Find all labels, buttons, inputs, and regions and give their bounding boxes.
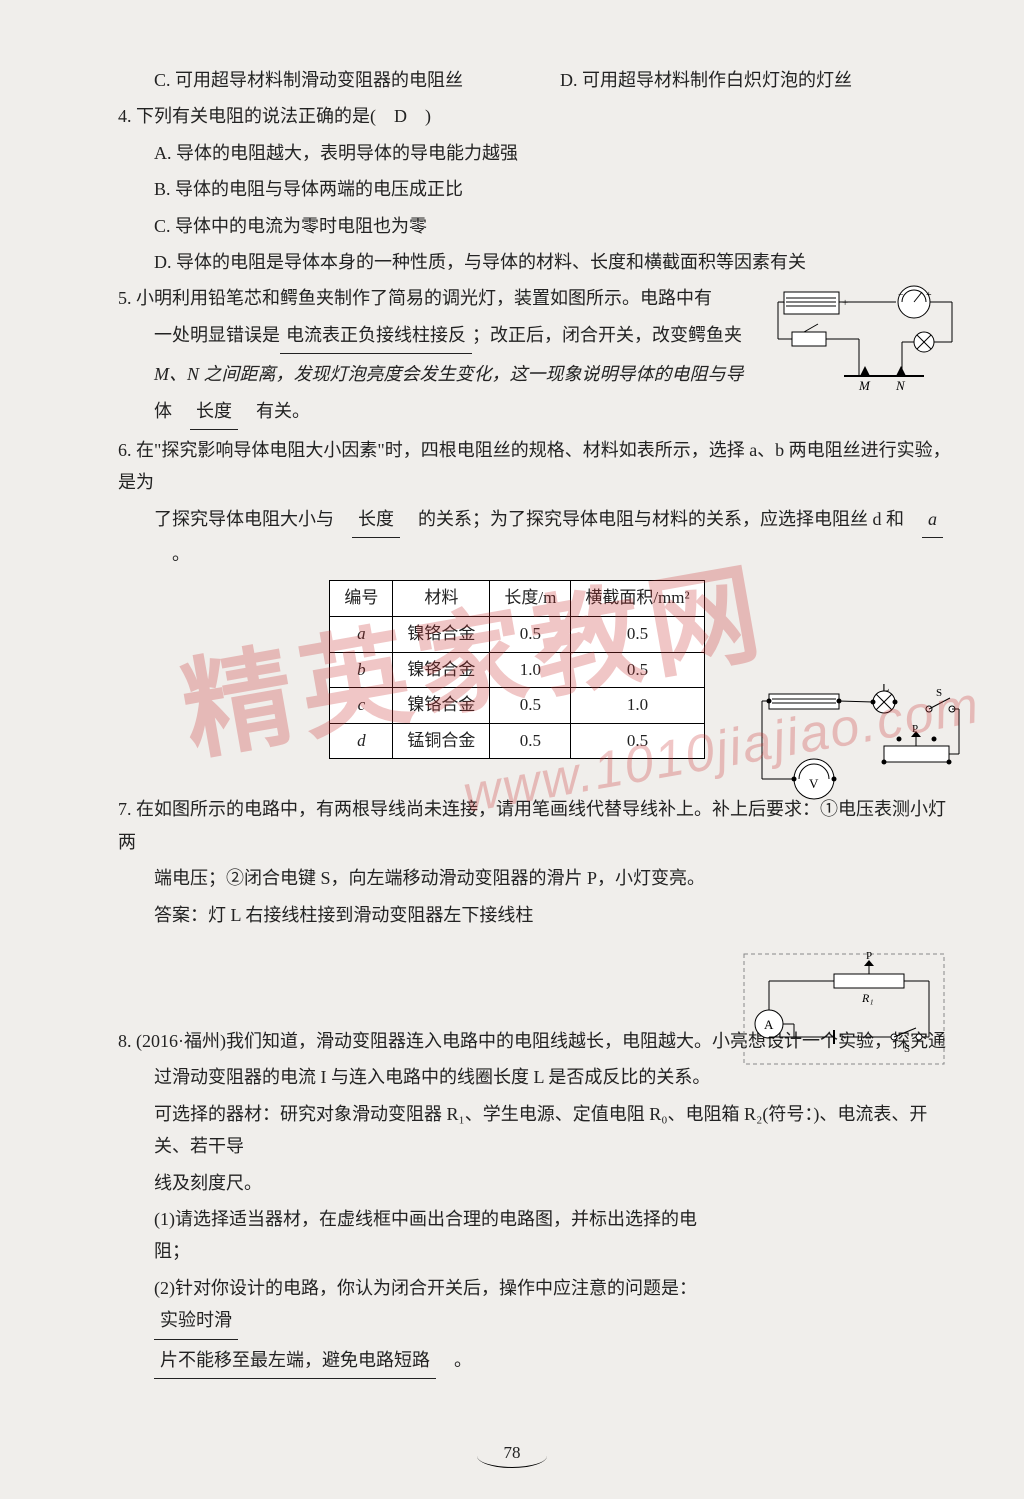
q6-l2c: 。 <box>154 544 190 564</box>
q5-blank2: 长度 <box>190 395 238 430</box>
q8-fig-R1: R₁ <box>861 991 874 1005</box>
q3-optC-text: C. 可用超导材料制滑动变阻器的电阻丝 <box>154 70 463 90</box>
th-3: 横截面积/mm² <box>571 581 704 617</box>
td: 1.0 <box>490 652 571 688</box>
q5-circuit-figure: − + − + M N <box>774 284 964 394</box>
th-2: 长度/m <box>490 581 571 617</box>
q5-l3-text: M、N 之间距离，发现灯泡亮度会发生变化，这一现象说明导体的电阻与导 <box>154 364 744 384</box>
table-row: d锰铜合金0.50.5 <box>330 723 704 759</box>
td: 锰铜合金 <box>393 723 490 759</box>
q8-s2c: 。 <box>436 1350 472 1370</box>
q7-ans: 答案：灯 L 右接线柱接到滑动变阻器左下接线柱 <box>80 899 954 931</box>
q5-fig-N: N <box>895 378 906 393</box>
td: 1.0 <box>571 688 704 724</box>
td: a <box>330 617 393 653</box>
q7-circuit-svg: L S P V <box>754 684 964 834</box>
q8-circuit-figure: P R₁ A S <box>734 944 954 1074</box>
th-1: 材料 <box>393 581 490 617</box>
q7-ans-label: 答案： <box>154 905 208 925</box>
svg-text:−: − <box>779 297 785 309</box>
table-row: b镍铬合金1.00.5 <box>330 652 704 688</box>
td: 0.5 <box>571 723 704 759</box>
td: 0.5 <box>571 617 704 653</box>
q6-l1: 6. 在"探究影响导体电阻大小因素"时，四根电阻丝的规格、材料如表所示，选择 a… <box>80 434 954 499</box>
q6-table: 编号 材料 长度/m 横截面积/mm² a镍铬合金0.50.5 b镍铬合金1.0… <box>329 580 704 759</box>
q6-blank1: 长度 <box>352 503 400 538</box>
q4-optA: A. 导体的电阻越大，表明导体的导电能力越强 <box>80 137 954 169</box>
td: d <box>330 723 393 759</box>
q4-optB: B. 导体的电阻与导体两端的电压成正比 <box>80 173 954 205</box>
q8-circuit-svg: P R₁ A S <box>734 944 954 1074</box>
q5-l4: 体 长度 有关。 <box>80 395 954 430</box>
svg-text:+: + <box>842 297 848 309</box>
q5-l4b: 有关。 <box>238 401 310 421</box>
q8-s1: (1)请选择适当器材，在虚线框中画出合理的电路图，并标出选择的电阻； <box>80 1203 954 1268</box>
q4-answer: D <box>394 106 407 126</box>
q4-stem-b: ) <box>407 106 431 126</box>
td: 镍铬合金 <box>393 688 490 724</box>
q5-circuit-svg: − + − + M N <box>774 284 964 394</box>
q8-blank2: 片不能移至最左端，避免电路短路 <box>154 1344 436 1379</box>
q8-l3: 可选择的器材：研究对象滑动变阻器 R₁、学生电源、定值电阻 R₀、电阻箱 R₂(… <box>80 1098 954 1163</box>
q7-fig-V: V <box>809 776 819 791</box>
q5-blank1: 电流表正负接线柱接反 <box>280 319 472 354</box>
table-row: a镍铬合金0.50.5 <box>330 617 704 653</box>
q7-fig-P: P <box>912 723 918 735</box>
td: 0.5 <box>490 617 571 653</box>
q5-l4a: 体 <box>154 401 190 421</box>
page-content: C. 可用超导材料制滑动变阻器的电阻丝 D. 可用超导材料制作白炽灯泡的灯丝 4… <box>80 64 954 1379</box>
q6-l2b: 的关系；为了探究导体电阻与材料的关系，应选择电阻丝 d 和 <box>400 509 922 529</box>
q8-l4: 线及刻度尺。 <box>80 1167 954 1199</box>
q6-l2a: 了探究导体电阻大小与 <box>154 509 352 529</box>
q8-blank1: 实验时滑 <box>154 1304 238 1339</box>
q7-fig-L: L <box>882 684 889 694</box>
q8-fig-P: P <box>866 950 872 962</box>
q7-fig-S: S <box>936 687 942 699</box>
q7-l2: 端电压；②闭合电键 S，向左端移动滑动变阻器的滑片 P，小灯变亮。 <box>80 862 954 894</box>
q6-blank2: a <box>922 503 943 538</box>
q4-stem-a: 4. 下列有关电阻的说法正确的是( <box>118 106 394 126</box>
svg-text:+: + <box>926 290 932 301</box>
q6-l2: 了探究导体电阻大小与 长度 的关系；为了探究导体电阻与材料的关系，应选择电阻丝 … <box>80 503 954 571</box>
q8-s2-line2: 片不能移至最左端，避免电路短路 。 <box>80 1344 954 1379</box>
q3-option-c: C. 可用超导材料制滑动变阻器的电阻丝 D. 可用超导材料制作白炽灯泡的灯丝 <box>80 64 954 96</box>
page-number-value: 78 <box>504 1443 521 1462</box>
svg-text:−: − <box>898 290 904 301</box>
table-header-row: 编号 材料 长度/m 横截面积/mm² <box>330 581 704 617</box>
q5-l2b: ；改正后，闭合开关，改变鳄鱼夹 <box>472 325 742 345</box>
q7-ans-text: 灯 L 右接线柱接到滑动变阻器左下接线柱 <box>208 905 533 925</box>
table-row: c镍铬合金0.51.0 <box>330 688 704 724</box>
q5-l2a: 一处明显错误是 <box>154 325 280 345</box>
q3-optD-text: D. 可用超导材料制作白炽灯泡的灯丝 <box>560 64 852 96</box>
td: 镍铬合金 <box>393 617 490 653</box>
page-number: 78 <box>0 1438 1024 1469</box>
q4-stem: 4. 下列有关电阻的说法正确的是( D ) <box>80 100 954 132</box>
td: c <box>330 688 393 724</box>
q5-fig-M: M <box>858 378 871 393</box>
th-0: 编号 <box>330 581 393 617</box>
td: 0.5 <box>571 652 704 688</box>
td: 0.5 <box>490 688 571 724</box>
q7-circuit-figure: L S P V <box>754 684 964 834</box>
q8-fig-A: A <box>764 1017 774 1032</box>
td: b <box>330 652 393 688</box>
q8-fig-S: S <box>904 1043 910 1055</box>
q8-s2: (2)针对你设计的电路，你认为闭合开关后，操作中应注意的问题是： 实验时滑 <box>80 1272 954 1340</box>
td: 0.5 <box>490 723 571 759</box>
q4-optC: C. 导体中的电流为零时电阻也为零 <box>80 210 954 242</box>
q8-s2a: (2)针对你设计的电路，你认为闭合开关后，操作中应注意的问题是： <box>154 1278 706 1298</box>
td: 镍铬合金 <box>393 652 490 688</box>
q4-optD: D. 导体的电阻是导体本身的一种性质，与导体的材料、长度和横截面积等因素有关 <box>80 246 954 278</box>
